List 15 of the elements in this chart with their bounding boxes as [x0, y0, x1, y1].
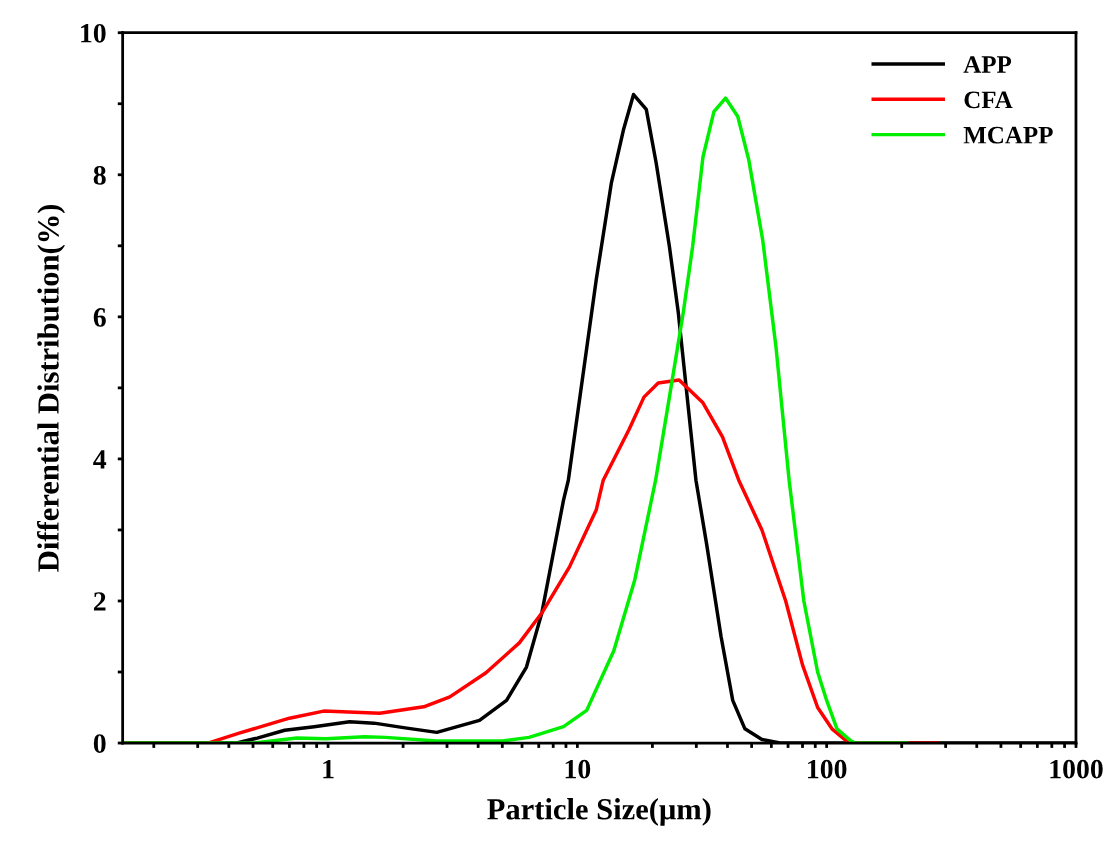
x-axis-title: Particle Size(μm) — [487, 798, 711, 826]
y-tick-label: 10 — [81, 23, 106, 43]
y-tick-label: 4 — [93, 450, 107, 469]
legend-label: MCAPP — [963, 126, 1053, 144]
y-tick-label: 2 — [93, 592, 106, 611]
x-tick-label: 1 — [323, 759, 334, 779]
y-tick-label: 6 — [93, 308, 106, 327]
x-tick-label: 10 — [565, 759, 591, 779]
x-tick-label: 100 — [808, 759, 847, 779]
y-tick-label: 8 — [93, 165, 106, 185]
legend-label: CFA — [964, 91, 1013, 109]
y-tick-label: 0 — [93, 734, 106, 753]
x-tick-label: 1000 — [1050, 759, 1103, 779]
legend-label: APP — [963, 56, 1012, 73]
y-axis-title: Differential Distribution(%) — [36, 204, 66, 572]
